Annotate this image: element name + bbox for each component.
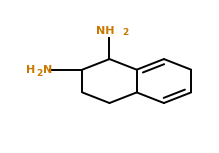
Text: N: N	[43, 65, 52, 75]
Text: H: H	[26, 65, 35, 75]
Text: 2: 2	[123, 28, 129, 37]
Text: 2: 2	[37, 69, 43, 78]
Text: NH: NH	[96, 26, 115, 36]
